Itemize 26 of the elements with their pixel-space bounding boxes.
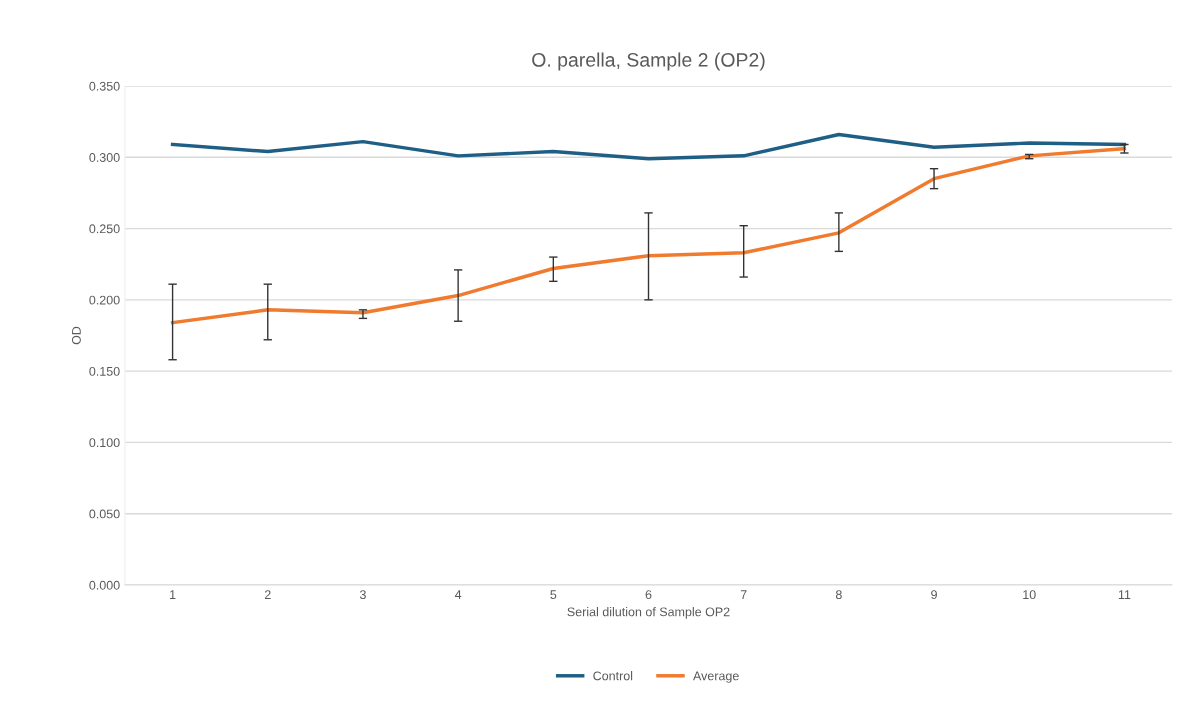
x-tick-label: 7 [740, 590, 747, 599]
line-series [170, 146, 1127, 325]
y-tick-label: 0.000 [89, 580, 120, 590]
y-tick-label: 0.250 [89, 224, 120, 234]
x-tick-label: 5 [550, 590, 557, 600]
y-tick-label: 0.100 [89, 438, 120, 448]
legend-label: Control [593, 671, 633, 681]
y-tick-label: 0.200 [89, 295, 120, 305]
y-tick-label: 0.350 [89, 81, 120, 91]
x-tick-label: 3 [359, 590, 366, 600]
legend-label: Average [693, 671, 739, 683]
x-tick-label: 8 [835, 590, 842, 600]
x-tick-label: 9 [931, 590, 937, 600]
line-series [170, 132, 1127, 161]
y-tick-label: 0.150 [89, 366, 120, 376]
y-axis-title: OD [71, 326, 81, 345]
x-tick-label: 2 [264, 590, 271, 599]
x-axis-title: Serial dilution of Sample OP2 [567, 607, 730, 619]
y-tick-label: 0.300 [89, 153, 120, 162]
x-tick-label: 11 [1118, 590, 1131, 599]
x-tick-label: 6 [645, 590, 652, 600]
x-tick-label: 4 [454, 590, 462, 599]
x-tick-label: 10 [1023, 590, 1036, 600]
chart-title: O. parella, Sample 2 (OP2) [532, 52, 765, 71]
y-tick-label: 0.050 [89, 509, 120, 519]
x-tick-label: 1 [170, 590, 176, 599]
